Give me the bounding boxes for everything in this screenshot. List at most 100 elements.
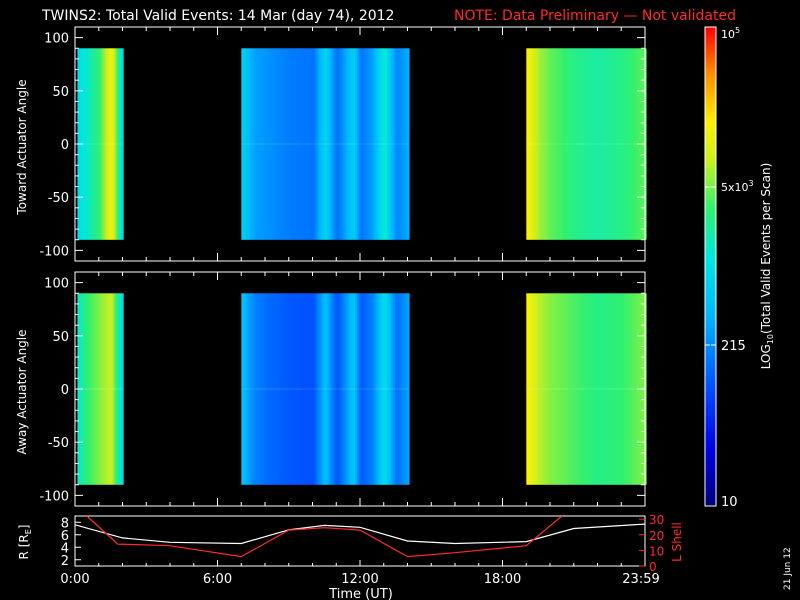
orbit-panel-frame <box>74 515 646 567</box>
heatmap-column <box>121 293 124 485</box>
heatmap-column <box>113 48 116 240</box>
heatmap-column <box>255 293 258 485</box>
heatmap-column <box>289 293 292 485</box>
heatmap-column <box>87 293 90 485</box>
heatmap-column <box>297 48 300 240</box>
heatmap-column <box>323 293 326 485</box>
heatmap-column <box>249 48 252 240</box>
heatmap-column <box>259 48 262 240</box>
heatmap-column <box>265 293 268 485</box>
heatmap-column <box>99 293 102 485</box>
heatmap-column <box>530 293 533 485</box>
lshell-axis-label: L Shell <box>670 522 684 562</box>
heatmap-column <box>536 48 539 240</box>
heatmap-column <box>634 293 637 485</box>
heatmap-column <box>622 48 625 240</box>
heatmap-column <box>391 48 394 240</box>
y-tick-label: 0 <box>61 383 69 398</box>
colorbar-tick-10: 10 <box>721 495 738 510</box>
heatmap-column <box>83 48 86 240</box>
heatmap-column <box>283 48 286 240</box>
heatmap-column <box>247 48 250 240</box>
heatmap-column <box>550 293 553 485</box>
lshell-line <box>86 516 563 558</box>
heatmap-column <box>327 293 330 485</box>
heatmap-column <box>121 48 124 240</box>
heatmap-column <box>536 293 539 485</box>
heatmap-column <box>337 48 340 240</box>
heatmap-column <box>532 293 535 485</box>
heatmap-column <box>584 293 587 485</box>
heatmap-column <box>291 48 294 240</box>
heatmap-column <box>241 293 244 485</box>
heatmap-column <box>586 48 589 240</box>
heatmap-column <box>277 293 280 485</box>
heatmap-column <box>277 48 280 240</box>
heatmap-column <box>271 48 274 240</box>
heatmap-column <box>526 293 529 485</box>
heatmap-column <box>317 293 320 485</box>
heatmap-column <box>393 293 396 485</box>
heatmap-column <box>335 48 338 240</box>
heatmap-column <box>287 48 290 240</box>
heatmap-column <box>295 293 298 485</box>
heatmap-column <box>241 48 244 240</box>
heatmap-column <box>337 293 340 485</box>
data-preliminary-note: NOTE: Data Preliminary — Not validated <box>454 8 736 24</box>
heatmap-column <box>339 48 342 240</box>
heatmap-column <box>107 293 110 485</box>
heatmap-column <box>251 48 254 240</box>
heatmap-column <box>351 48 354 240</box>
heatmap-column <box>373 293 376 485</box>
heatmap-column <box>618 48 621 240</box>
heatmap-column <box>281 48 284 240</box>
heatmap-column <box>291 293 294 485</box>
heatmap-column <box>371 48 374 240</box>
heatmap-column <box>602 48 605 240</box>
heatmap-column <box>566 48 569 240</box>
heatmap-column <box>526 48 529 240</box>
heatmap-column <box>251 293 254 485</box>
heatmap-column <box>596 48 599 240</box>
heatmap-column <box>624 293 627 485</box>
heatmap-column <box>538 48 541 240</box>
heatmap-column <box>626 293 629 485</box>
heatmap-column <box>117 48 120 240</box>
heatmap-column <box>363 48 366 240</box>
heatmap-column <box>602 293 605 485</box>
heatmap-column <box>594 48 597 240</box>
heatmap-column <box>391 293 394 485</box>
heatmap-column <box>405 293 408 485</box>
heatmap-column <box>309 293 312 485</box>
heatmap-column <box>271 293 274 485</box>
heatmap-column <box>297 293 300 485</box>
heatmap-column <box>387 293 390 485</box>
chart-title: TWINS2: Total Valid Events: 14 Mar (day … <box>41 8 394 24</box>
heatmap-column <box>115 48 118 240</box>
heatmap-column <box>325 293 328 485</box>
heatmap-column <box>269 293 272 485</box>
y-tick-label: 100 <box>44 277 69 292</box>
heatmap-column <box>379 48 382 240</box>
heatmap-column <box>285 48 288 240</box>
heatmap-column <box>632 48 635 240</box>
heatmap-column <box>113 293 116 485</box>
heatmap-column <box>377 48 380 240</box>
heatmap-column <box>263 48 266 240</box>
heatmap-column <box>580 293 583 485</box>
heatmap-column <box>407 48 410 240</box>
heatmap-column <box>89 48 92 240</box>
heatmap-column <box>574 48 577 240</box>
heatmap-column <box>550 48 553 240</box>
heatmap-column <box>357 48 360 240</box>
heatmap-column <box>542 48 545 240</box>
heatmap-column <box>109 293 112 485</box>
heatmap-column <box>399 48 402 240</box>
heatmap-column <box>610 293 613 485</box>
lshell-tick-label: 10 <box>649 544 664 558</box>
colorbar-tick-5e3: 5x103 <box>721 179 754 194</box>
heatmap-column <box>351 293 354 485</box>
heatmap-column <box>281 293 284 485</box>
heatmap-column <box>389 293 392 485</box>
heatmap-column <box>349 48 352 240</box>
